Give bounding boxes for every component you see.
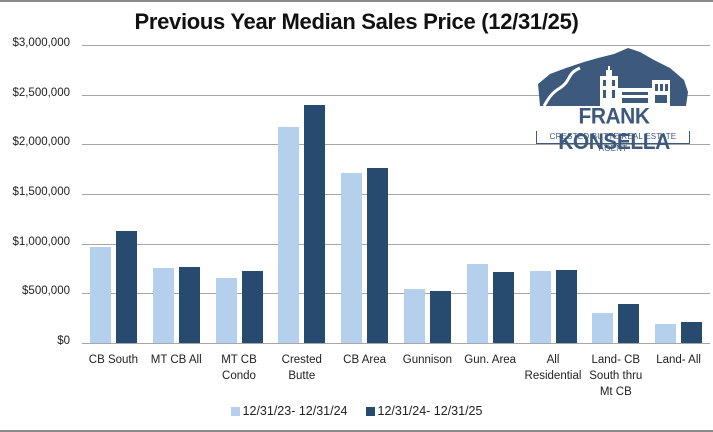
bar-prior-year [152,268,174,343]
bar-prior-year [655,324,677,343]
bar-current-year [429,291,451,343]
frame-top-border [0,0,713,2]
x-tick-label: Crested Butte [281,354,322,382]
plot-area [82,45,710,344]
y-tick-label: $2,000,000 [12,136,70,149]
y-tick-label: $1,000,000 [12,235,70,248]
bar-current-year [178,267,200,343]
logo-tagline: CRESTED BUTTE REAL ESTATE AGENT [536,131,690,153]
bar-prior-year [89,247,111,343]
gridline [82,194,710,195]
frank-konsella-logo: FRANK KONSELLA CRESTED BUTTE REAL ESTATE… [536,44,692,154]
bar-current-year [241,270,263,343]
legend-label: 12/31/23- 12/31/24 [242,404,348,418]
x-tick-label: Gun. Area [464,354,517,366]
logo-name: FRANK KONSELLA [558,104,670,155]
x-tick-label: All Residential [524,354,582,382]
bar-current-year [492,272,514,343]
bar-current-year [555,269,577,343]
bar-prior-year [529,270,551,343]
legend-swatch-light-icon [230,406,240,416]
x-tick-label: MT CB Condo [221,354,257,382]
bar-prior-year [592,313,614,343]
bar-prior-year [278,126,300,343]
legend-item-prior-year: 12/31/23- 12/31/24 [230,404,348,418]
bar-prior-year [341,172,363,343]
bar-prior-year [403,289,425,343]
chart-legend: 12/31/23- 12/31/24 12/31/24- 12/31/25 [0,404,713,418]
y-tick-label: $3,000,000 [12,37,70,49]
y-tick-label: $0 [57,335,70,347]
x-tick-label: MT CB All [150,354,202,366]
x-tick-label: CB South [88,354,139,366]
x-tick-label: CB Area [343,354,386,366]
y-tick-label: $2,500,000 [12,86,70,99]
x-axis-baseline [82,343,710,344]
y-tick-label: $1,500,000 [12,186,70,198]
gridline [82,95,710,96]
y-tick-label: $500,000 [22,285,70,298]
gridline [82,45,710,46]
gridline [82,293,710,294]
bar-current-year [115,231,137,343]
bar-current-year [618,303,640,343]
x-tick-label: Land- CB South thru Mt CB [589,354,643,398]
bar-current-year [681,321,703,343]
frame-bottom-border [0,430,713,432]
legend-item-current-year: 12/31/24- 12/31/25 [365,404,483,418]
bar-prior-year [215,278,237,343]
bar-current-year [304,104,326,343]
gridline [82,144,710,145]
mountain-town-logo-icon [538,48,688,107]
x-tick-label: Land- All [656,354,701,366]
chart-title: Previous Year Median Sales Price (12/31/… [134,9,579,34]
x-tick-label: Gunnison [402,354,453,366]
gridline [82,244,710,245]
legend-swatch-dark-icon [365,406,375,416]
bar-prior-year [466,264,488,343]
bar-current-year [367,168,389,343]
legend-label: 12/31/24- 12/31/25 [377,404,483,418]
